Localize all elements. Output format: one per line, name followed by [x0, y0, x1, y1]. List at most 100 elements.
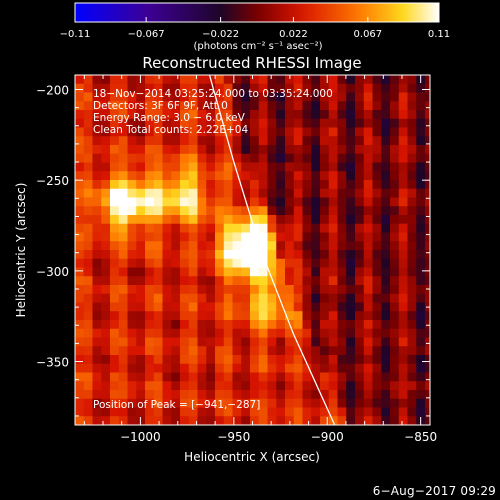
heatmap-cell	[215, 276, 225, 286]
heatmap-cell	[346, 101, 356, 111]
heatmap-cell	[302, 276, 312, 286]
heatmap-cell	[276, 101, 286, 111]
heatmap-cell	[267, 101, 277, 111]
annotation-peak-position: Position of Peak = [−941,−287]	[93, 399, 260, 411]
heatmap-cell	[75, 381, 85, 391]
heatmap-cell	[180, 398, 190, 409]
heatmap-cell	[267, 363, 277, 374]
heatmap-cell	[398, 83, 409, 94]
heatmap-cell	[407, 372, 417, 382]
heatmap-cell	[206, 83, 216, 94]
heatmap-cell	[267, 110, 277, 120]
heatmap-cell	[83, 363, 94, 374]
heatmap-cell	[372, 381, 382, 391]
heatmap-cell	[276, 258, 286, 269]
heatmap-cell	[101, 232, 111, 242]
heatmap-cell	[337, 267, 347, 277]
heatmap-cell	[355, 398, 365, 409]
heatmap-cell	[241, 381, 251, 391]
heatmap-cell	[302, 293, 312, 304]
heatmap-cell	[372, 232, 382, 242]
heatmap-cell	[293, 293, 304, 304]
heatmap-cell	[320, 311, 330, 321]
heatmap-cell	[328, 363, 339, 374]
heatmap-cell	[92, 363, 102, 374]
heatmap-cell	[381, 390, 391, 400]
heatmap-cell	[311, 92, 321, 102]
heatmap-cell	[188, 83, 199, 94]
heatmap-cell	[320, 416, 330, 425]
heatmap-cell	[206, 188, 216, 199]
heatmap-cell	[293, 285, 304, 295]
heatmap-cell	[337, 223, 347, 234]
x-tick-label: −950	[217, 430, 250, 444]
heatmap-cell	[381, 363, 391, 374]
heatmap-cell	[153, 75, 164, 85]
heatmap-cell	[398, 311, 409, 321]
heatmap-cell	[83, 311, 94, 321]
heatmap-cell	[162, 381, 172, 391]
heatmap-cell	[136, 153, 146, 164]
heatmap-cell	[293, 232, 304, 242]
heatmap-cell	[276, 407, 286, 417]
heatmap-cell	[381, 215, 391, 225]
heatmap-cell	[136, 407, 146, 417]
heatmap-cell	[381, 241, 391, 251]
heatmap-cell	[416, 293, 426, 304]
heatmap-cell	[110, 153, 120, 164]
heatmap-cell	[363, 92, 374, 102]
heatmap-cell	[363, 188, 374, 199]
heatmap-cell	[398, 293, 409, 304]
heatmap-cell	[302, 407, 312, 417]
heatmap-cell	[258, 407, 269, 417]
heatmap-cell	[285, 355, 295, 365]
heatmap-cell	[188, 258, 199, 269]
heatmap-cell	[145, 180, 155, 190]
heatmap-cell	[180, 83, 190, 94]
heatmap-cell	[311, 381, 321, 391]
heatmap-cell	[206, 136, 216, 146]
heatmap-cell	[101, 276, 111, 286]
heatmap-cell	[285, 188, 295, 199]
heatmap-cell	[188, 276, 199, 286]
heatmap-cell	[293, 101, 304, 111]
heatmap-cell	[110, 285, 120, 295]
heatmap-cell	[258, 241, 269, 251]
heatmap-cell	[293, 311, 304, 321]
heatmap-cell	[145, 250, 155, 260]
heatmap-cell	[188, 250, 199, 260]
heatmap-cell	[171, 83, 181, 94]
heatmap-cell	[363, 75, 374, 85]
heatmap-cell	[311, 416, 321, 425]
colorbar-frame	[74, 2, 440, 23]
heatmap-cell	[188, 355, 199, 365]
heatmap-cell	[320, 127, 330, 137]
heatmap-cell	[110, 101, 120, 111]
heatmap-cell	[328, 83, 339, 94]
heatmap-cell	[75, 153, 85, 164]
heatmap-cell	[390, 346, 400, 356]
heatmap-cell	[101, 215, 111, 225]
heatmap-cell	[390, 372, 400, 382]
heatmap-cell	[337, 346, 347, 356]
heatmap-cell	[372, 363, 382, 374]
heatmap-cell	[118, 328, 129, 339]
heatmap-cell	[188, 407, 199, 417]
heatmap-cell	[153, 390, 164, 400]
heatmap-cell	[372, 285, 382, 295]
heatmap-cell	[381, 127, 391, 137]
heatmap-cell	[145, 215, 155, 225]
heatmap-cell	[101, 355, 111, 365]
heatmap-cell	[250, 407, 260, 417]
heatmap-cell	[355, 206, 365, 216]
heatmap-cell	[83, 328, 94, 339]
heatmap-cell	[328, 328, 339, 339]
heatmap-cell	[75, 101, 85, 111]
heatmap-cell	[407, 153, 417, 164]
heatmap-cell	[416, 320, 426, 330]
heatmap-cell	[311, 363, 321, 374]
heatmap-cell	[171, 110, 181, 120]
heatmap-cell	[293, 267, 304, 277]
heatmap-cell	[232, 250, 242, 260]
heatmap-cell	[337, 162, 347, 172]
